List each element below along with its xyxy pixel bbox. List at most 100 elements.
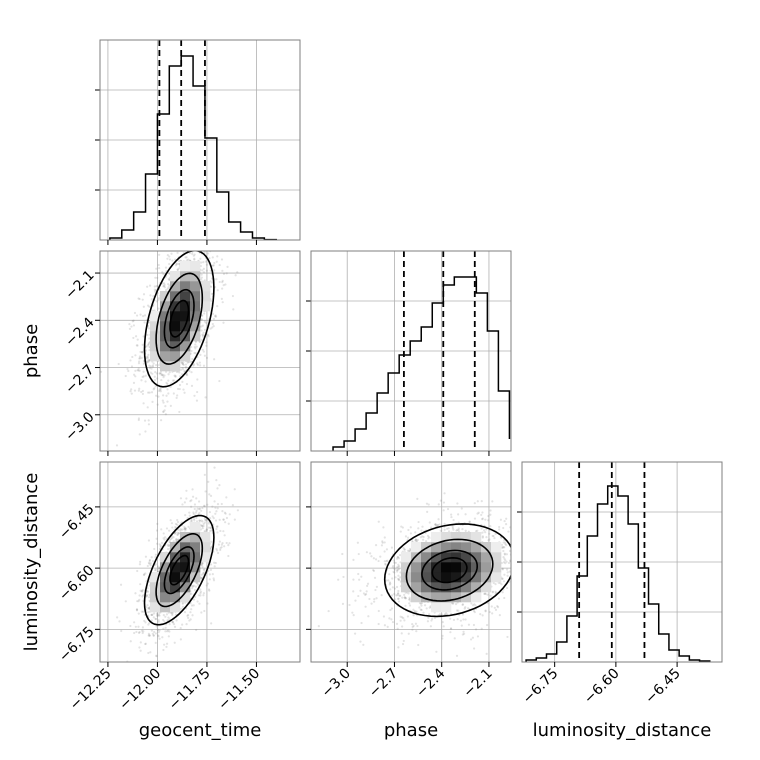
scatter-point <box>414 539 417 542</box>
scatter-point <box>145 361 149 364</box>
scatter-point <box>162 401 165 404</box>
scatter-point <box>417 520 420 524</box>
density-cell <box>180 301 191 312</box>
scatter-point <box>190 608 193 611</box>
scatter-point <box>506 635 509 639</box>
scatter-point <box>381 540 384 543</box>
scatter-point <box>505 517 508 520</box>
density-cell <box>170 582 181 593</box>
scatter-point <box>139 313 142 316</box>
scatter-point <box>182 229 184 231</box>
scatter-point <box>192 598 196 601</box>
scatter-point <box>430 619 433 622</box>
scatter-point <box>211 515 214 518</box>
scatter-point <box>154 617 157 620</box>
density-cell <box>481 582 492 593</box>
scatter-point <box>137 362 141 365</box>
scatter-point <box>139 649 142 652</box>
scatter-point <box>171 620 174 623</box>
scatter-point <box>416 624 419 628</box>
density-cell <box>411 582 422 593</box>
scatter-point <box>139 641 142 644</box>
density-cell <box>431 542 442 553</box>
scatter-point <box>480 500 483 503</box>
scatter-point <box>507 561 511 565</box>
scatter-point <box>449 631 452 634</box>
scatter-point <box>147 606 151 609</box>
scatter-point <box>426 620 430 623</box>
scatter-point <box>215 549 219 552</box>
scatter-point <box>149 651 152 654</box>
scatter-point <box>407 528 410 532</box>
x-tick-label: −6.45 <box>642 666 684 708</box>
scatter-point <box>519 568 521 570</box>
panel-frame <box>310 250 512 452</box>
scatter-point <box>518 628 520 630</box>
density-cell <box>491 552 502 563</box>
scatter-point <box>404 535 408 538</box>
scatter-point <box>147 607 150 610</box>
scatter-point <box>162 285 166 288</box>
scatter-point <box>178 262 181 265</box>
scatter-point <box>200 611 203 614</box>
scatter-point <box>202 331 205 334</box>
scatter-point <box>148 366 151 370</box>
scatter-point <box>450 513 453 516</box>
scatter-point <box>446 527 449 530</box>
scatter-point <box>411 625 414 629</box>
x-tick-label: −2.1 <box>460 666 495 701</box>
density-cell <box>180 281 191 292</box>
scatter-point <box>138 594 141 597</box>
scatter-point <box>397 646 400 649</box>
scatter-point <box>202 260 205 264</box>
density-cell <box>150 582 161 593</box>
scatter-point <box>357 594 360 598</box>
scatter-point <box>205 269 209 272</box>
scatter-point <box>481 531 484 534</box>
scatter-point <box>138 598 141 601</box>
scatter-point <box>154 617 158 621</box>
y-tick-label: −6.60 <box>56 562 98 604</box>
scatter-point <box>135 608 138 611</box>
scatter-point <box>221 279 224 282</box>
contour-line <box>155 533 204 608</box>
scatter-point <box>536 544 538 546</box>
x-tick-label: −2.7 <box>366 666 401 701</box>
density-cell <box>190 301 201 312</box>
scatter-point <box>176 268 179 271</box>
scatter-point <box>176 523 179 526</box>
scatter-point <box>160 378 163 382</box>
scatter-point <box>437 503 440 506</box>
scatter-point <box>200 563 204 567</box>
scatter-point <box>389 588 392 591</box>
scatter-point <box>407 632 410 635</box>
scatter-point <box>420 529 423 532</box>
scatter-point <box>149 564 152 567</box>
contour-line <box>421 549 479 591</box>
scatter-point <box>155 394 158 397</box>
density-cell <box>431 532 442 543</box>
scatter-point <box>174 613 178 616</box>
scatter-point <box>203 530 206 533</box>
scatter-point <box>178 371 181 374</box>
scatter-point <box>175 370 179 374</box>
scatter-point <box>163 643 166 646</box>
scatter-point <box>141 626 145 629</box>
scatter-point <box>360 575 363 578</box>
scatter-point <box>189 618 192 621</box>
scatter-point <box>151 364 155 367</box>
scatter-point <box>218 229 220 231</box>
scatter-point <box>154 553 157 556</box>
scatter-point <box>166 257 169 260</box>
scatter-point <box>396 570 399 573</box>
scatter-point <box>224 521 227 524</box>
scatter-point <box>192 363 196 366</box>
scatter-point <box>163 409 166 412</box>
scatter-point <box>164 405 167 408</box>
density-cell <box>160 311 171 322</box>
scatter-point <box>161 399 164 402</box>
hist-panel-geocent_time <box>95 39 301 245</box>
scatter-point <box>133 373 136 376</box>
scatter-point <box>222 272 226 275</box>
y-tick-label: −2.7 <box>62 362 97 397</box>
